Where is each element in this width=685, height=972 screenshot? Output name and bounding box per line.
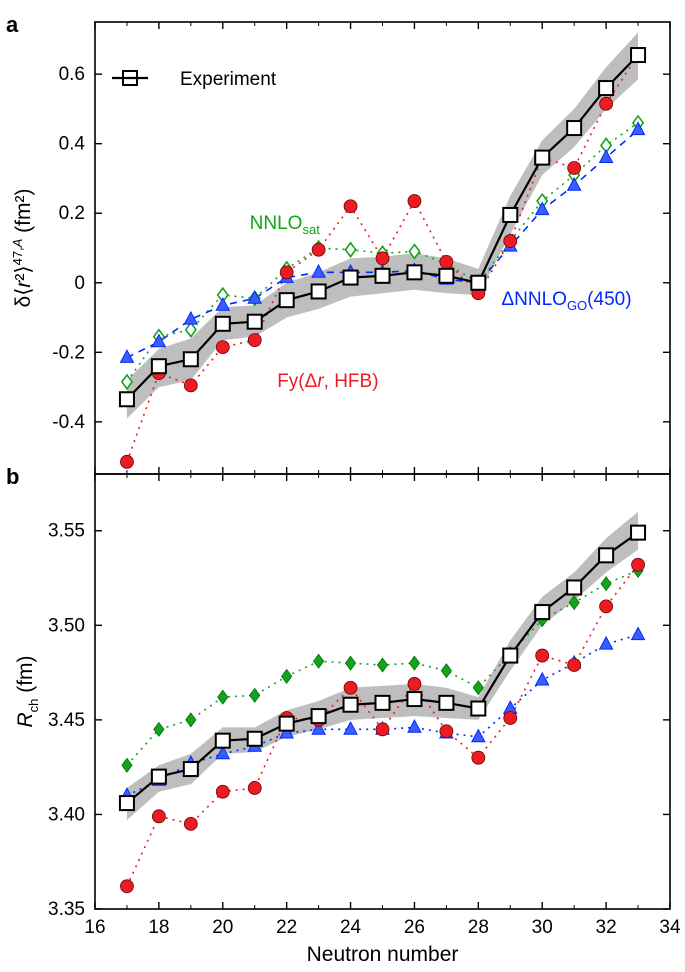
legend-label: Experiment [180,69,277,90]
figure-svg: -0.4 -0.2 0 0.2 0.4 0.6 δ⟨r²⟩47,A (fm²) a Experi… [0,0,685,972]
series-annotation: ΔNNLOGO(450) [501,289,631,313]
series-annotation: Fy(Δr, HFB) [277,371,378,392]
ytick-label: 3.40 [48,804,85,825]
xtick-label: 18 [148,917,169,938]
xtick-label: 24 [340,917,362,938]
xtick-label: 28 [468,917,489,938]
uncertainty-band [127,32,638,418]
ytick-label: 0.2 [59,203,85,224]
panel-label: a [6,12,19,37]
xtick-label: 26 [404,917,425,938]
panel-a: -0.4 -0.2 0 0.2 0.4 0.6 δ⟨r²⟩47,A (fm²) a Experi… [6,12,670,474]
ytick-label: 0.4 [59,134,86,155]
figure-container: -0.4 -0.2 0 0.2 0.4 0.6 δ⟨r²⟩47,A (fm²) a Experi… [0,0,685,972]
ytick-label: 3.55 [48,521,85,542]
series-annotation: NNLOsat [250,213,321,237]
ytick-label: 0.6 [59,64,85,85]
xtick-label: 34 [659,917,681,938]
series-markers-experiment [120,48,645,406]
xtick-label: 20 [212,917,233,938]
panel-b: 16 18 20 22 24 26 28 30 32 34 3.35 3.40 3.45 3.50 3.55… [6,464,681,966]
ytick-label: -0.2 [52,342,85,363]
y-axis-label: δ⟨r²⟩47,A (fm²) [10,189,35,308]
y-axis-label: Rch (fm) [14,655,41,727]
ytick-label: 3.35 [48,899,85,920]
ytick-label: -0.4 [52,412,85,433]
x-axis-label: Neutron number [307,943,459,966]
ytick-label: 3.50 [48,615,85,636]
series-line-dnnlogo [127,130,638,358]
xtick-label: 32 [596,917,617,938]
series-markers-fy [120,558,644,893]
xtick-label: 30 [532,917,553,938]
ytick-label: 0 [74,273,85,294]
xtick-label: 16 [84,917,105,938]
series-markers-fy [120,49,644,469]
ytick-label: 3.45 [48,710,85,731]
panel-label: b [6,464,19,489]
series-markers-dnnlogo [120,122,644,362]
xtick-label: 22 [276,917,297,938]
